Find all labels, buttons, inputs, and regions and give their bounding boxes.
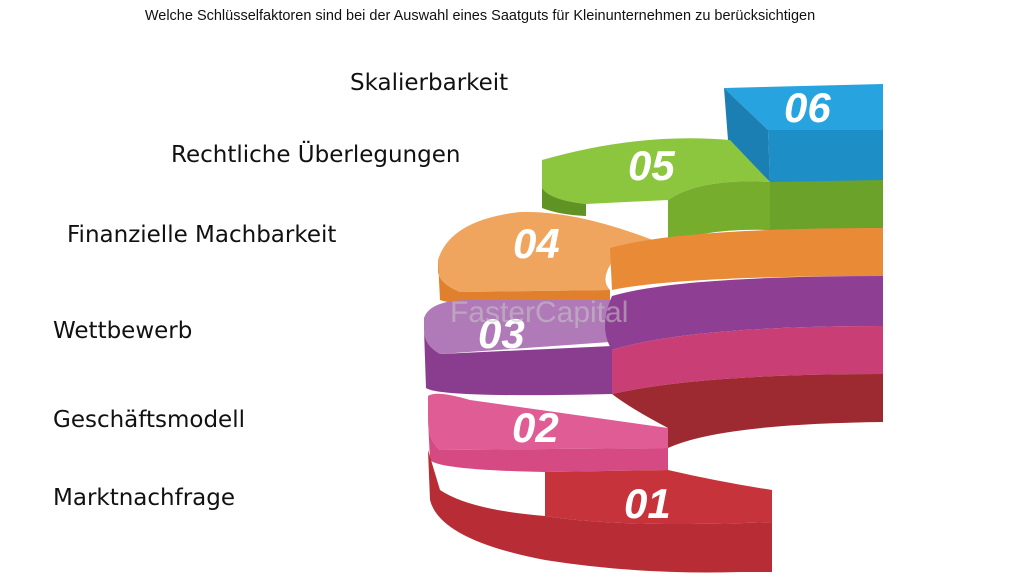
step-03: 03 xyxy=(424,276,883,396)
label-finanzielle-machbarkeit: Finanzielle Machbarkeit xyxy=(67,222,337,248)
step-02-top xyxy=(428,393,668,450)
step-06-side xyxy=(724,88,770,182)
step-05-front xyxy=(668,181,770,246)
step-05-side xyxy=(542,160,586,216)
step-01-front xyxy=(428,450,772,573)
step-04: 04 xyxy=(438,211,883,308)
step-06-top xyxy=(724,84,883,130)
label-geschaeftsmodell: Geschäftsmodell xyxy=(53,407,245,433)
label-marktnachfrage: Marktnachfrage xyxy=(53,485,236,511)
step-05-top xyxy=(542,138,770,204)
step-03-number: 03 xyxy=(478,310,525,357)
label-rechtliche-ueberlegungen: Rechtliche Überlegungen xyxy=(171,142,461,168)
step-04-band xyxy=(610,228,883,290)
step-04-front xyxy=(438,260,610,308)
label-skalierbarkeit: Skalierbarkeit xyxy=(350,70,509,96)
step-06-number: 06 xyxy=(784,84,831,131)
step-05: 05 xyxy=(542,138,883,246)
step-06: 06 xyxy=(724,84,883,182)
step-02-number: 02 xyxy=(512,404,559,451)
step-01-top xyxy=(545,470,772,524)
step-02-band xyxy=(612,326,883,394)
step-02-front xyxy=(428,420,668,472)
step-04-number: 04 xyxy=(513,220,560,267)
step-01-number: 01 xyxy=(624,480,671,527)
step-05-number: 05 xyxy=(628,142,675,189)
watermark-logo: FasterCapital xyxy=(450,296,628,329)
step-01: 01 xyxy=(428,374,883,573)
step-03-top xyxy=(424,300,612,354)
step-05-band xyxy=(770,180,883,230)
step-03-front xyxy=(424,330,612,396)
diagram-title: Welche Schlüsselfaktoren sind bei der Au… xyxy=(144,8,816,24)
step-06-front xyxy=(768,130,883,182)
step-04-top xyxy=(438,211,668,292)
step-02: 02 xyxy=(428,326,883,472)
label-wettbewerb: Wettbewerb xyxy=(53,318,193,344)
step-03-band xyxy=(605,276,883,350)
step-01-band xyxy=(612,374,883,448)
